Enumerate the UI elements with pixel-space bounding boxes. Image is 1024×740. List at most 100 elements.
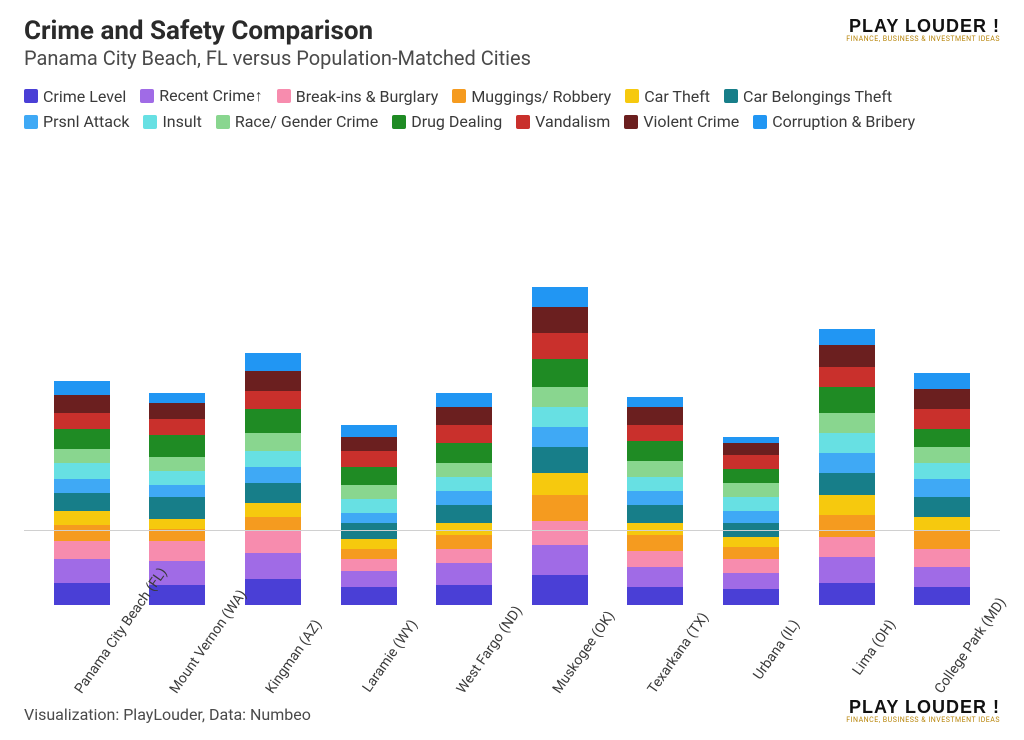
bar-segment [819,473,875,495]
x-axis-label: Mount Vernon (WA) [167,617,229,697]
legend-label: Prsnl Attack [43,112,129,131]
legend-swatch [516,115,530,129]
bar-stack [245,353,301,605]
bar-segment [54,429,110,449]
bar-segment [723,469,779,483]
bar-segment [245,433,301,451]
bar-segment [341,559,397,571]
legend-label: Muggings/ Robbery [471,87,611,106]
bar-segment [341,485,397,499]
bar-segment [54,479,110,493]
bar-segment [532,473,588,495]
logo-bottom: PLAY LOUDER ! FINANCE, BUSINESS & INVEST… [846,697,1000,724]
chart-legend: Crime LevelRecent Crime↑Break-ins & Burg… [24,86,1000,131]
bar-segment [341,587,397,605]
x-axis-label: College Park (MD) [932,617,994,697]
bar-segment [245,531,301,553]
bar-segment [54,395,110,413]
bar-segment [819,387,875,413]
x-axis-label: West Fargo (ND) [454,617,516,697]
legend-item: Corruption & Bribery [753,112,915,131]
legend-label: Car Theft [644,87,710,106]
bar-segment [532,287,588,307]
bar-segment [914,517,970,531]
legend-item: Drug Dealing [392,112,502,131]
bar-segment [341,571,397,587]
bar-segment [914,567,970,587]
bar-segment [149,435,205,457]
bar-column: Laramie (WY) [326,425,412,621]
legend-item: Prsnl Attack [24,112,129,131]
bar-column: College Park (MD) [899,373,985,621]
logo-text: PLAY LOUDER ! [846,697,1000,718]
bar-segment [149,485,205,497]
logo-top: PLAY LOUDER ! FINANCE, BUSINESS & INVEST… [846,16,1000,43]
bar-segment [819,433,875,453]
bar-segment [627,425,683,441]
bar-segment [54,449,110,463]
bar-segment [627,397,683,407]
bar-segment [914,549,970,567]
bar-segment [532,495,588,521]
bar-segment [149,393,205,403]
bar-segment [627,441,683,461]
bar-segment [245,503,301,517]
legend-label: Recent Crime↑ [159,86,262,106]
header: Crime and Safety Comparison Panama City … [24,16,1000,82]
bar-segment [436,505,492,523]
bar-segment [723,559,779,573]
x-axis-label: Kingman (AZ) [263,617,325,697]
bar-segment [627,461,683,477]
legend-swatch [452,89,466,103]
x-axis-line [24,530,1000,531]
bar-segment [819,515,875,537]
bar-stack [436,393,492,605]
bar-column: West Fargo (ND) [421,393,507,621]
bar-segment [436,549,492,563]
legend-swatch [724,89,738,103]
legend-item: Break-ins & Burglary [277,86,439,106]
bar-segment [341,437,397,451]
legend-item: Violent Crime [624,112,739,131]
bar-segment [54,511,110,525]
bar-segment [341,499,397,513]
bar-segment [723,547,779,559]
bar-segment [627,491,683,505]
legend-label: Corruption & Bribery [772,112,915,131]
bar-segment [914,587,970,605]
bar-segment [914,409,970,429]
bar-segment [341,539,397,549]
bar-segment [914,389,970,409]
logo-tagline: FINANCE, BUSINESS & INVESTMENT IDEAS [846,35,1000,43]
legend-label: Vandalism [535,112,610,131]
bar-segment [819,413,875,433]
x-axis-label: Urbana (IL) [741,617,803,697]
x-axis-label: Lima (OH) [836,617,898,697]
bar-segment [436,407,492,425]
bar-column: Urbana (IL) [708,437,794,621]
legend-swatch [216,115,230,129]
legend-item: Car Theft [625,86,710,106]
credit-text: Visualization: PlayLouder, Data: Numbeo [24,705,311,724]
bar-segment [819,557,875,583]
bar-segment [627,523,683,535]
legend-item: Car Belongings Theft [724,86,892,106]
bar-segment [532,447,588,473]
bar-column: Muskogee (OK) [517,287,603,621]
bar-segment [436,477,492,491]
page-subtitle: Panama City Beach, FL versus Population-… [24,46,531,70]
bar-segment [149,457,205,471]
bar-column: Texarkana (TX) [612,397,698,621]
bar-segment [149,403,205,419]
bar-segment [436,463,492,477]
bar-segment [627,407,683,425]
legend-swatch [625,89,639,103]
bar-segment [54,413,110,429]
bar-segment [914,447,970,463]
legend-label: Drug Dealing [411,112,502,131]
bar-segment [54,381,110,395]
bar-stack [723,437,779,605]
bar-segment [627,587,683,605]
bar-segment [723,443,779,455]
legend-swatch [24,89,38,103]
